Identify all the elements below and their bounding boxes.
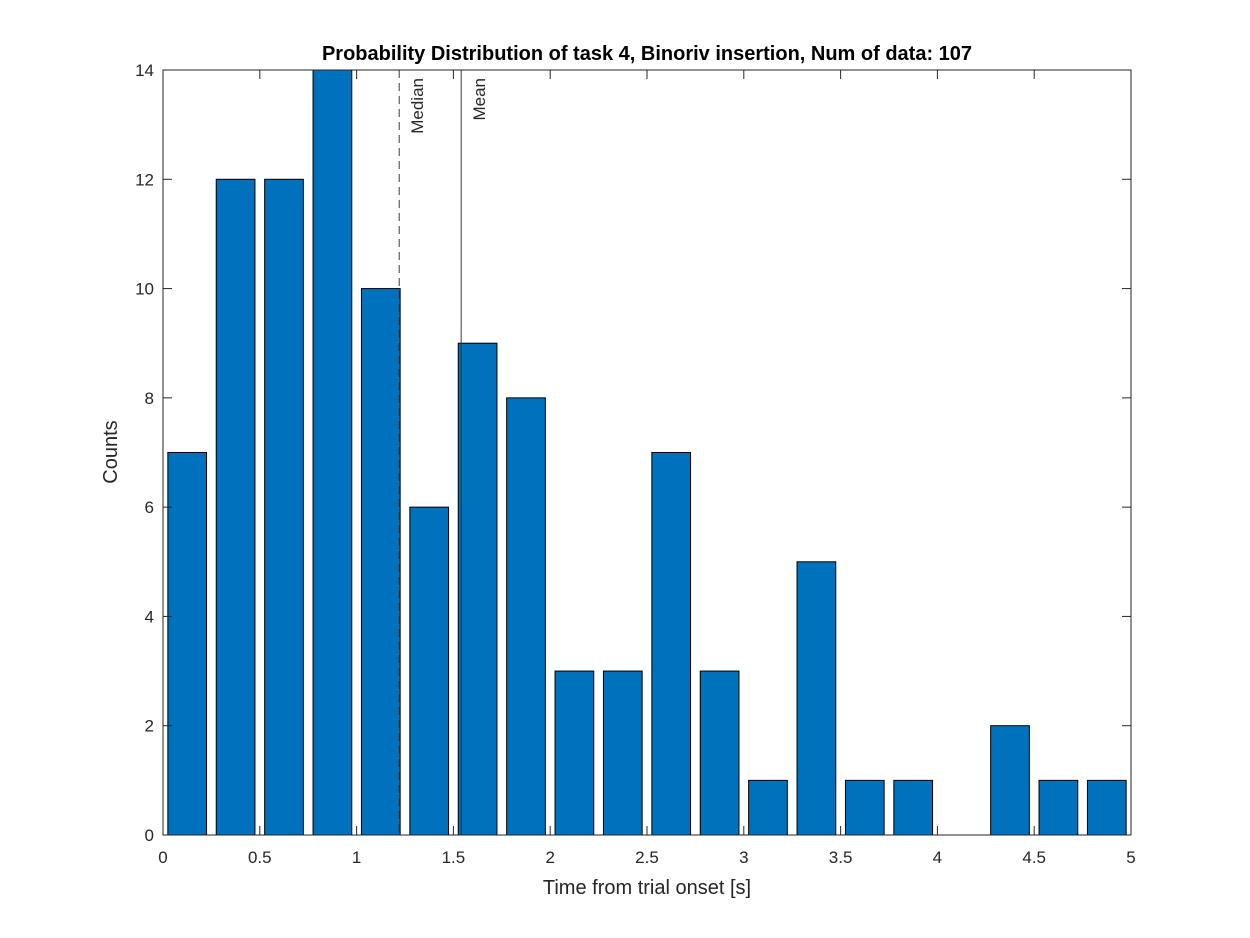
histogram-bar [312, 69, 353, 836]
y-tick-label: 6 [145, 498, 154, 517]
y-axis-title: Counts [100, 420, 122, 483]
histogram-bar [602, 670, 643, 836]
labels-layer: Probability Distribution of task 4, Bino… [100, 43, 972, 899]
histogram-bar [699, 670, 740, 836]
x-tick-label: 5 [1126, 848, 1135, 867]
y-tick-label: 0 [145, 826, 154, 845]
histogram-bar [893, 779, 934, 836]
y-tick-label: 4 [145, 607, 154, 626]
histogram-bar [360, 288, 401, 836]
histogram-bar [457, 342, 498, 836]
y-tick-label: 10 [135, 280, 154, 299]
histogram-bar [264, 178, 304, 836]
histogram-bar [167, 452, 208, 836]
x-tick-label: 1 [352, 848, 361, 867]
x-tick-label: 3.5 [829, 848, 853, 867]
ticks-layer: 0 0.5 1 1.5 2 2.5 3 3.5 4 4.5 5 0 2 4 6 8 10 12 14 [135, 61, 1136, 867]
y-tick-label: 8 [145, 389, 154, 408]
histogram-bar [796, 561, 837, 836]
histogram-bar [215, 178, 256, 836]
x-axis-title: Time from trial onset [s] [543, 877, 751, 899]
x-tick-label: 2.5 [635, 848, 659, 867]
x-tick-label: 1.5 [442, 848, 466, 867]
histogram-bar [651, 452, 692, 836]
bars-layer [167, 69, 1127, 836]
histogram-bar [506, 397, 546, 836]
histogram-bar [554, 670, 595, 836]
histogram-bar [1086, 779, 1127, 836]
x-tick-label: 0.5 [248, 848, 272, 867]
histogram-bar [409, 506, 450, 836]
reference-lines-layer: Median Mean [398, 70, 489, 835]
y-tick-label: 2 [145, 717, 154, 736]
x-tick-label: 0 [158, 848, 167, 867]
x-tick-label: 2 [545, 848, 554, 867]
mean-line-label: Mean [470, 78, 489, 121]
histogram-bar [990, 725, 1030, 836]
x-tick-label: 3 [739, 848, 748, 867]
histogram-bar [844, 779, 885, 836]
median-line-label: Median [408, 78, 427, 134]
histogram-bar [1038, 779, 1079, 836]
chart-title: Probability Distribution of task 4, Bino… [322, 43, 972, 65]
y-tick-label: 14 [135, 61, 154, 80]
x-tick-label: 4.5 [1022, 848, 1046, 867]
y-tick-label: 12 [135, 170, 154, 189]
histogram-bar [748, 779, 788, 836]
x-tick-label: 4 [933, 848, 942, 867]
